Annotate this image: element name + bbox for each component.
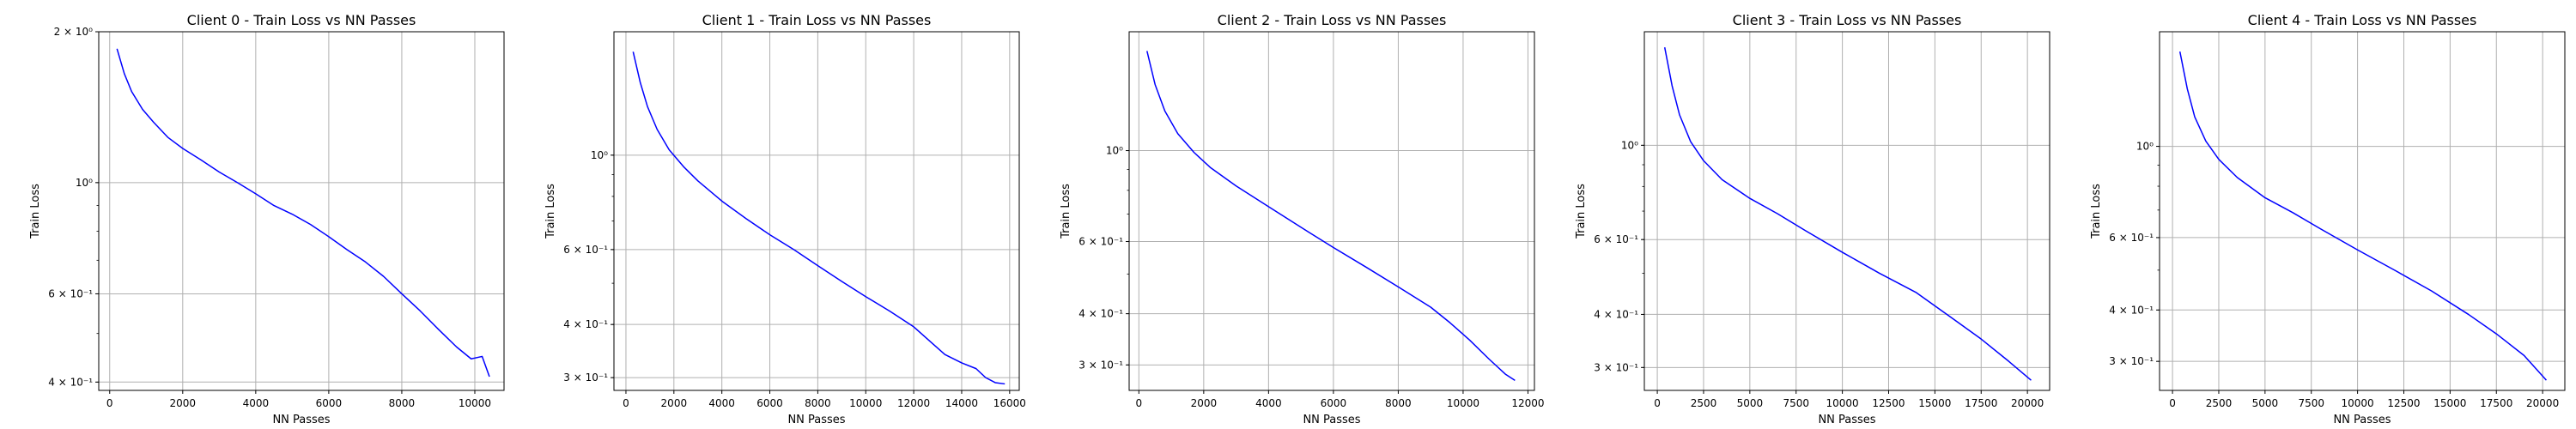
x-tick-label: 2000 xyxy=(1191,397,1218,409)
x-axis-label: NN Passes xyxy=(272,414,330,426)
chart-panel-0: 0 2000 4000 6000 8000 10000 4 × 10⁻¹ 6 × 10⁻¹ 10… xyxy=(29,12,505,426)
y-axis-label: Train Loss xyxy=(2090,184,2103,239)
y-tick-label: 4 × 10⁻¹ xyxy=(1594,308,1638,320)
y-tick-label: 4 × 10⁻¹ xyxy=(1078,308,1123,320)
x-tick-label: 10000 xyxy=(2342,397,2374,409)
x-tick-label: 10000 xyxy=(849,397,882,409)
x-tick-label: 0 xyxy=(1136,397,1143,409)
x-tick-label: 14000 xyxy=(945,397,978,409)
chart-panel-3: 0 2500 5000 7500 10000 12500 15000 17500 20000 3 … xyxy=(1575,12,2050,426)
x-tick-label: 0 xyxy=(2169,397,2176,409)
x-tick-label: 16000 xyxy=(993,397,1026,409)
y-tick-label: 4 × 10⁻¹ xyxy=(563,318,608,330)
y-tick-label: 2 × 10⁰ xyxy=(54,26,94,38)
x-tick-label: 17500 xyxy=(2480,397,2512,409)
x-axis-label: NN Passes xyxy=(1303,414,1360,426)
y-tick-label: 4 × 10⁻¹ xyxy=(48,376,93,388)
y-tick-label: 6 × 10⁻¹ xyxy=(48,287,93,299)
y-tick-label: 10⁰ xyxy=(76,177,93,189)
x-axis-label: NN Passes xyxy=(787,414,845,426)
x-tick-label: 8000 xyxy=(389,397,416,409)
y-tick-label: 6 × 10⁻¹ xyxy=(1594,233,1638,245)
axes-frame xyxy=(2159,31,2566,391)
y-tick-label: 10⁰ xyxy=(2136,141,2154,153)
x-tick-label: 10000 xyxy=(1447,397,1479,409)
series-line xyxy=(116,48,490,378)
axes-frame xyxy=(98,31,505,391)
x-tick-label: 7500 xyxy=(1783,397,1809,409)
y-tick-label: 6 × 10⁻¹ xyxy=(2109,232,2154,244)
y-tick-label: 3 × 10⁻¹ xyxy=(563,372,608,384)
series-line xyxy=(1663,47,2032,381)
x-tick-label: 12000 xyxy=(1511,397,1544,409)
y-tick-label: 3 × 10⁻¹ xyxy=(1078,359,1123,371)
axes-frame xyxy=(1128,31,1535,391)
x-axis-label: NN Passes xyxy=(1818,414,1875,426)
y-tick-label: 3 × 10⁻¹ xyxy=(2109,355,2154,367)
chart-panel-1: 0 2000 4000 6000 8000 10000 12000 14000 16000 3 ×… xyxy=(544,12,1026,426)
x-tick-label: 17500 xyxy=(1965,397,1997,409)
y-tick-label: 4 × 10⁻¹ xyxy=(2109,304,2154,316)
x-tick-label: 4000 xyxy=(243,397,270,409)
x-tick-label: 0 xyxy=(1654,397,1661,409)
y-axis-label: Train Loss xyxy=(29,184,42,239)
chart-title: Client 3 - Train Loss vs NN Passes xyxy=(1733,12,1962,28)
x-tick-label: 20000 xyxy=(2011,397,2044,409)
y-axis-label: Train Loss xyxy=(1575,184,1588,239)
x-tick-label: 5000 xyxy=(2252,397,2279,409)
y-tick-label: 10⁰ xyxy=(591,149,608,161)
x-tick-label: 8000 xyxy=(1385,397,1412,409)
x-tick-label: 4000 xyxy=(708,397,735,409)
series-line xyxy=(1146,51,1516,381)
axes-frame xyxy=(613,31,1020,391)
x-tick-label: 15000 xyxy=(1918,397,1951,409)
y-axis-label: Train Loss xyxy=(544,184,557,239)
chart-panel-2: 0 2000 4000 6000 8000 10000 12000 3 × 10⁻¹ 4 × 1… xyxy=(1060,12,1545,426)
x-tick-label: 4000 xyxy=(1255,397,1282,409)
chart-title: Client 4 - Train Loss vs NN Passes xyxy=(2248,12,2477,28)
y-axis-label: Train Loss xyxy=(1060,184,1072,239)
x-tick-label: 2000 xyxy=(661,397,688,409)
x-tick-label: 12500 xyxy=(1872,397,1905,409)
x-tick-label: 2500 xyxy=(1691,397,1717,409)
y-tick-label: 3 × 10⁻¹ xyxy=(1594,361,1638,373)
x-tick-label: 0 xyxy=(106,397,113,409)
x-tick-label: 10000 xyxy=(1826,397,1859,409)
x-tick-label: 20000 xyxy=(2526,397,2559,409)
y-tick-label: 6 × 10⁻¹ xyxy=(563,244,608,256)
x-tick-label: 6000 xyxy=(756,397,783,409)
y-tick-label: 10⁰ xyxy=(1621,139,1638,151)
x-tick-label: 7500 xyxy=(2298,397,2324,409)
x-tick-label: 0 xyxy=(623,397,629,409)
x-tick-label: 6000 xyxy=(1321,397,1347,409)
x-tick-label: 2000 xyxy=(170,397,197,409)
series-line xyxy=(632,51,1005,385)
x-tick-label: 15000 xyxy=(2433,397,2466,409)
x-tick-label: 12000 xyxy=(897,397,930,409)
y-tick-label: 10⁰ xyxy=(1106,145,1123,157)
x-tick-label: 12500 xyxy=(2387,397,2420,409)
x-tick-label: 10000 xyxy=(459,397,491,409)
x-tick-label: 5000 xyxy=(1737,397,1764,409)
x-tick-label: 2500 xyxy=(2206,397,2233,409)
x-tick-label: 8000 xyxy=(805,397,831,409)
chart-title: Client 2 - Train Loss vs NN Passes xyxy=(1218,12,1447,28)
chart-title: Client 1 - Train Loss vs NN Passes xyxy=(702,12,932,28)
y-tick-label: 6 × 10⁻¹ xyxy=(1078,236,1123,248)
x-tick-label: 6000 xyxy=(316,397,343,409)
x-axis-label: NN Passes xyxy=(2333,414,2391,426)
chart-panel-4: 0 2500 5000 7500 10000 12500 15000 17500 20000 3 … xyxy=(2090,12,2566,426)
chart-title: Client 0 - Train Loss vs NN Passes xyxy=(187,12,416,28)
series-line xyxy=(2178,51,2548,381)
axes-frame xyxy=(1643,31,2050,391)
